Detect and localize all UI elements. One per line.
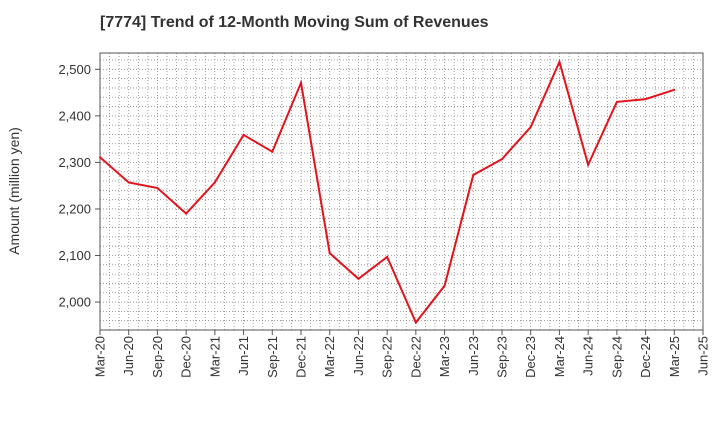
series-layer [99, 58, 676, 325]
data-point [386, 255, 389, 258]
x-tick-label: Mar-22 [322, 336, 337, 377]
x-tick-label: Jun-24 [581, 336, 596, 376]
data-point [414, 321, 417, 324]
x-tick-label: Mar-23 [437, 336, 452, 377]
data-point [271, 150, 274, 153]
data-point [185, 212, 188, 215]
data-point [213, 181, 216, 184]
data-point [300, 81, 302, 84]
data-point [156, 187, 159, 190]
x-tick-label: Jun-20 [121, 336, 136, 376]
plot-frame [99, 52, 704, 331]
data-point [242, 133, 245, 136]
x-tick-label: Sep-22 [380, 336, 395, 378]
data-point [529, 126, 532, 129]
data-point [99, 156, 101, 159]
x-tick-label: Dec-23 [523, 336, 538, 378]
y-tick-label: 2,400 [58, 108, 91, 123]
data-point [501, 158, 503, 161]
x-tick-label: Mar-24 [552, 336, 567, 377]
data-point [328, 252, 331, 255]
x-tick-label: Mar-20 [93, 336, 108, 377]
x-tick-label: Mar-25 [667, 336, 682, 377]
x-tick-label: Sep-24 [609, 336, 624, 378]
data-point [587, 163, 590, 166]
x-tick-label: Dec-22 [408, 336, 423, 378]
data-point [357, 277, 360, 280]
x-tick-label: Dec-24 [638, 336, 653, 378]
x-tick-label: Sep-20 [150, 336, 165, 378]
data-point [472, 173, 475, 176]
x-axis: Mar-20 Jun-20 Sep-20 Dec-20 Mar-21 Jun-21 Sep-… [93, 330, 711, 378]
y-tick-label: 2,100 [58, 248, 91, 263]
y-tick-label: 2,500 [58, 62, 91, 77]
data-point [443, 284, 446, 287]
y-tick-label: 2,300 [58, 155, 91, 170]
y-tick-label: 2,200 [58, 201, 91, 216]
x-tick-label: Jun-23 [466, 336, 481, 376]
x-tick-label: Mar-21 [207, 336, 222, 377]
x-tick-label: Jun-22 [351, 336, 366, 376]
data-point [673, 88, 676, 91]
x-tick-label: Jun-21 [236, 336, 251, 376]
data-point [127, 181, 130, 184]
data-point [615, 100, 618, 103]
x-tick-label: Dec-20 [179, 336, 194, 378]
x-tick-label: Jun-25 [696, 336, 711, 376]
data-point [558, 60, 561, 63]
y-tick-label: 2,000 [58, 295, 91, 310]
y-axis: 2,000 2,100 2,200 2,300 2,400 2,500 [58, 62, 100, 310]
x-tick-label: Sep-21 [265, 336, 280, 378]
x-tick-label: Sep-23 [495, 336, 510, 378]
y-axis-title: Amount (million yen) [6, 127, 22, 255]
x-tick-label: Dec-21 [294, 336, 309, 378]
chart-title: [7774] Trend of 12-Month Moving Sum of R… [100, 14, 489, 31]
data-point [644, 98, 647, 101]
series-line [99, 58, 675, 325]
